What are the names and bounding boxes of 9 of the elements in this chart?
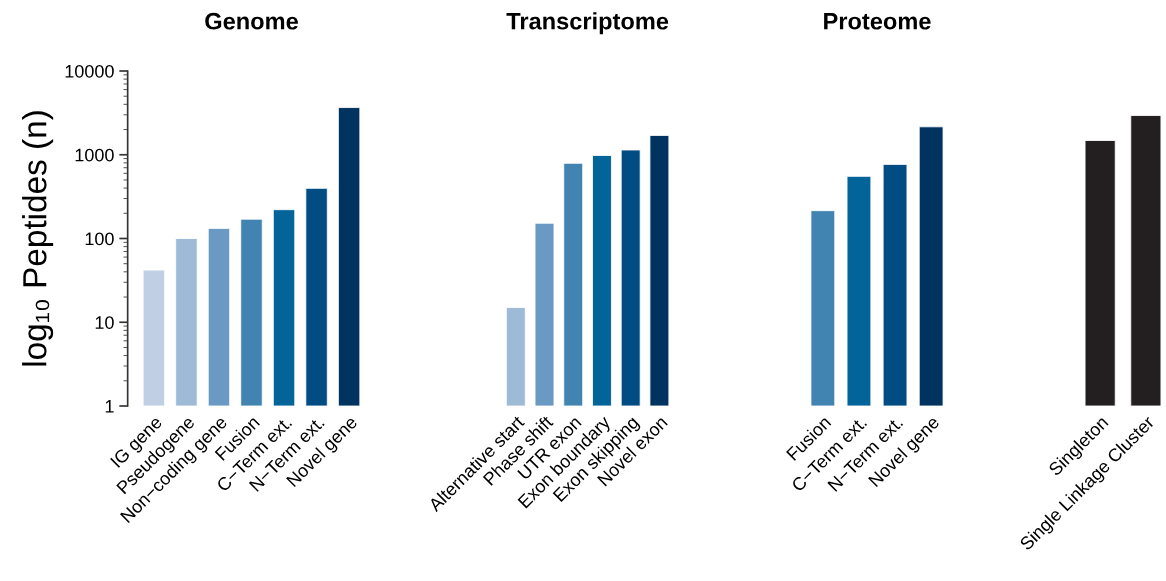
y-axis-title: log₁₀ Peptides (n)	[22, 111, 54, 366]
y-tick-label: 1000	[75, 148, 114, 162]
y-tick-label: 10	[95, 316, 114, 329]
y-tick-label: 1	[105, 400, 114, 413]
y-tick-label: 10000	[65, 64, 114, 78]
y-tick-label: 100	[85, 232, 114, 246]
chart-title: Proteome	[824, 13, 931, 30]
chart-title: Transcriptome	[506, 12, 669, 35]
chart-title: Genome	[205, 12, 298, 30]
